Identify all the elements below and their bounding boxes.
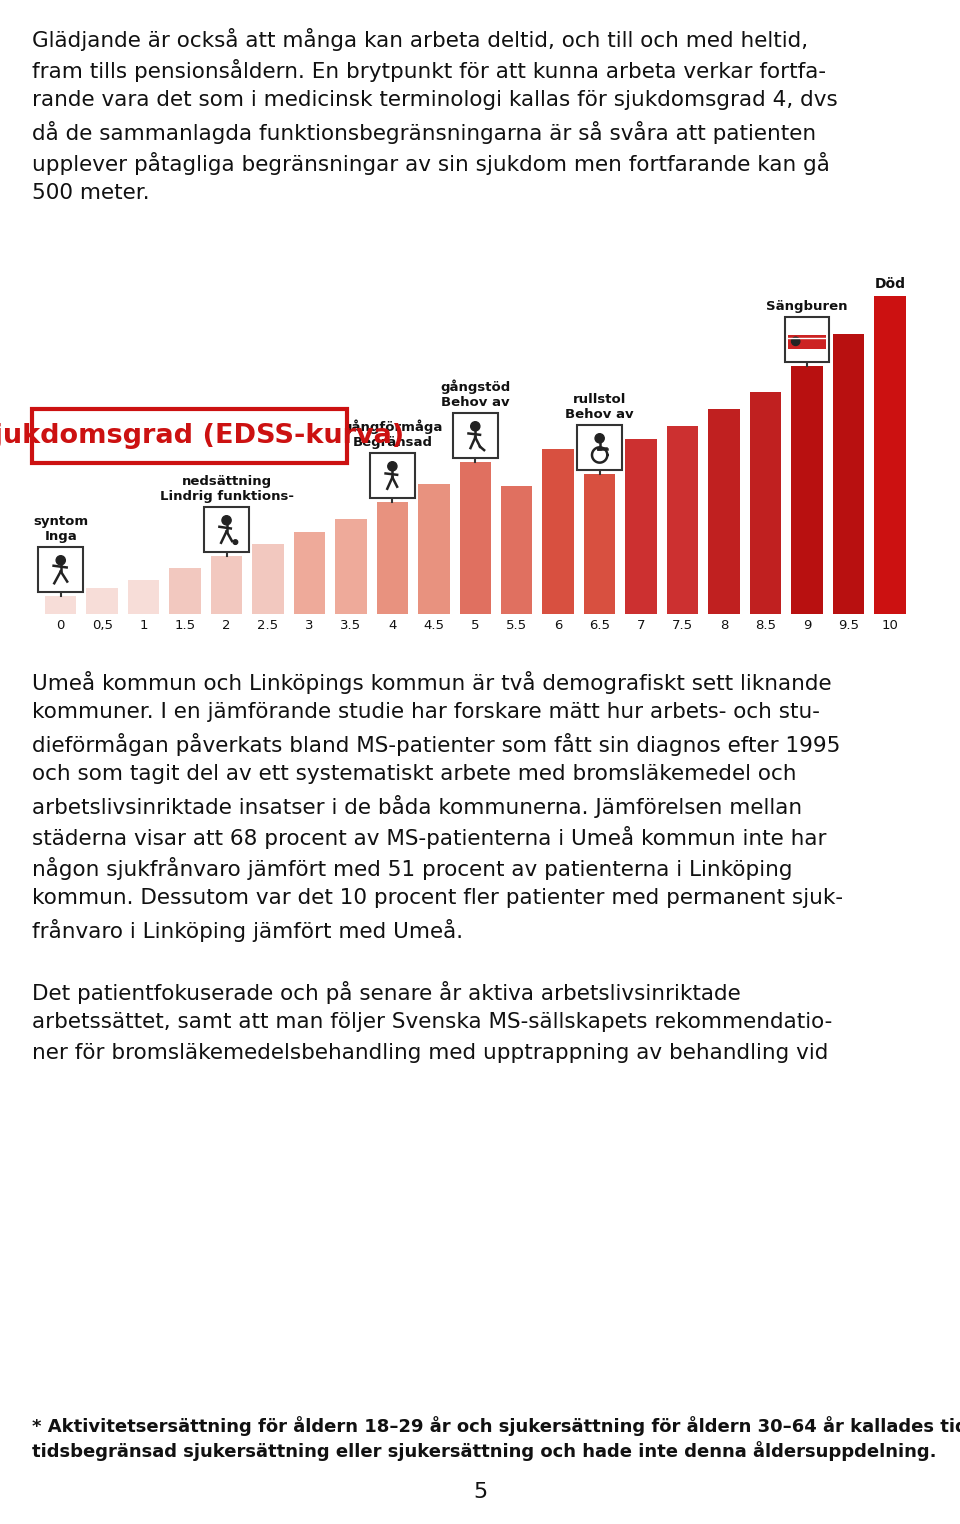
Bar [791,366,823,614]
Text: 2: 2 [223,619,230,632]
Bar [501,486,533,614]
Bar [86,588,118,614]
Bar [453,413,497,459]
Text: syntom: syntom [34,515,88,529]
Bar [370,453,415,498]
Circle shape [56,556,65,565]
Text: rullstol: rullstol [573,393,626,407]
Text: 3.5: 3.5 [341,619,362,632]
Text: dieförmågan påverkats bland MS-patienter som fått sin diagnos efter 1995: dieförmågan påverkats bland MS-patienter… [32,733,840,756]
Bar [335,520,367,614]
Text: 5: 5 [473,1481,487,1503]
Text: Umeå kommun och Linköpings kommun är två demografiskt sett liknande: Umeå kommun och Linköpings kommun är två… [32,671,831,693]
Circle shape [595,434,604,443]
Text: 1.5: 1.5 [175,619,196,632]
Text: upplever påtagliga begränsningar av sin sjukdom men fortfarande kan gå: upplever påtagliga begränsningar av sin … [32,152,829,175]
Text: 4.5: 4.5 [423,619,444,632]
Bar [418,485,449,614]
Bar [784,317,829,363]
Circle shape [233,539,238,544]
Text: 3: 3 [305,619,314,632]
Text: Lindrig funktions-: Lindrig funktions- [159,491,294,503]
Bar [128,581,159,614]
Text: Det patientfokuserade och på senare år aktiva arbetslivsinriktade: Det patientfokuserade och på senare år a… [32,981,741,1004]
Text: och som tagit del av ett systematiskt arbete med bromsläkemedel och: och som tagit del av ett systematiskt ar… [32,764,797,783]
Text: någon sjukfrånvaro jämfört med 51 procent av patienterna i Linköping: någon sjukfrånvaro jämfört med 51 procen… [32,856,793,879]
Circle shape [792,337,800,346]
Text: rande vara det som i medicinsk terminologi kallas för sjukdomsgrad 4, dvs: rande vara det som i medicinsk terminolo… [32,90,838,110]
Text: Inga: Inga [44,530,77,543]
Bar [460,462,491,614]
Text: tidsbegränsad sjukersättning eller sjukersättning och hade inte denna åldersuppd: tidsbegränsad sjukersättning eller sjuke… [32,1442,937,1462]
Text: städerna visar att 68 procent av MS-patienterna i Umeå kommun inte har: städerna visar att 68 procent av MS-pati… [32,826,827,849]
Bar [252,544,284,614]
Text: Behov av: Behov av [441,396,510,410]
Text: 6: 6 [554,619,563,632]
Bar [376,501,408,614]
Text: 9: 9 [803,619,811,632]
Bar [875,296,905,614]
Text: Glädjande är också att många kan arbeta deltid, och till och med heltid,: Glädjande är också att många kan arbeta … [32,27,808,50]
Text: 500 meter.: 500 meter. [32,183,150,203]
Circle shape [388,462,397,471]
Bar [38,547,84,591]
Text: 0,5: 0,5 [92,619,112,632]
Text: ner för bromsläkemedelsbehandling med upptrappning av behandling vid: ner för bromsläkemedelsbehandling med up… [32,1042,828,1064]
Circle shape [222,515,231,524]
Text: frånvaro i Linköping jämfört med Umeå.: frånvaro i Linköping jämfört med Umeå. [32,919,463,942]
Text: Begränsad: Begränsad [352,436,432,450]
Text: 7.5: 7.5 [672,619,693,632]
Text: 7: 7 [636,619,645,632]
Text: kommuner. I en jämförande studie har forskare mätt hur arbets- och stu-: kommuner. I en jämförande studie har for… [32,703,820,722]
Text: 6.5: 6.5 [589,619,611,632]
Bar [788,335,826,349]
Text: gångstöd: gångstöd [440,379,511,395]
Text: 8: 8 [720,619,729,632]
Bar [577,425,622,469]
Bar [708,408,740,614]
Bar [45,596,77,614]
Bar [542,450,574,614]
Text: 10: 10 [881,619,899,632]
Bar [169,568,201,614]
Text: nedsättning: nedsättning [181,475,272,488]
Bar [832,334,864,614]
Text: * Aktivitetsersättning för åldern 18–29 år och sjukersättning för åldern 30–64 å: * Aktivitetsersättning för åldern 18–29 … [32,1416,960,1436]
Text: Död: Död [875,277,905,291]
Text: 9.5: 9.5 [838,619,859,632]
Bar [32,408,347,463]
Text: 8.5: 8.5 [755,619,776,632]
Bar [211,556,242,614]
Text: arbetssättet, samt att man följer Svenska MS-sällskapets rekommendatio-: arbetssättet, samt att man följer Svensk… [32,1012,832,1032]
Text: gångförmåga: gångförmåga [342,419,443,434]
Bar [294,532,325,614]
Text: arbetslivsinriktade insatser i de båda kommunerna. Jämförelsen mellan: arbetslivsinriktade insatser i de båda k… [32,796,803,818]
Text: 1: 1 [139,619,148,632]
Text: då de sammanlagda funktionsbegränsningarna är så svåra att patienten: då de sammanlagda funktionsbegränsningar… [32,120,816,143]
Text: Sängburen: Sängburen [766,300,848,314]
Bar [584,474,615,614]
Text: Sjukdomsgrad (EDSS-kurva): Sjukdomsgrad (EDSS-kurva) [0,424,404,450]
Text: Behov av: Behov av [565,408,634,421]
Text: 2.5: 2.5 [257,619,278,632]
Bar [667,427,698,614]
Circle shape [470,422,480,431]
Bar [750,392,781,614]
Text: 5: 5 [471,619,480,632]
Text: 5.5: 5.5 [506,619,527,632]
Text: fram tills pensionsåldern. En brytpunkt för att kunna arbeta verkar fortfa-: fram tills pensionsåldern. En brytpunkt … [32,59,826,82]
Bar [625,439,657,614]
Bar [204,507,249,552]
Text: 4: 4 [388,619,396,632]
Text: 0: 0 [57,619,65,632]
Text: kommun. Dessutom var det 10 procent fler patienter med permanent sjuk-: kommun. Dessutom var det 10 procent fler… [32,888,843,908]
